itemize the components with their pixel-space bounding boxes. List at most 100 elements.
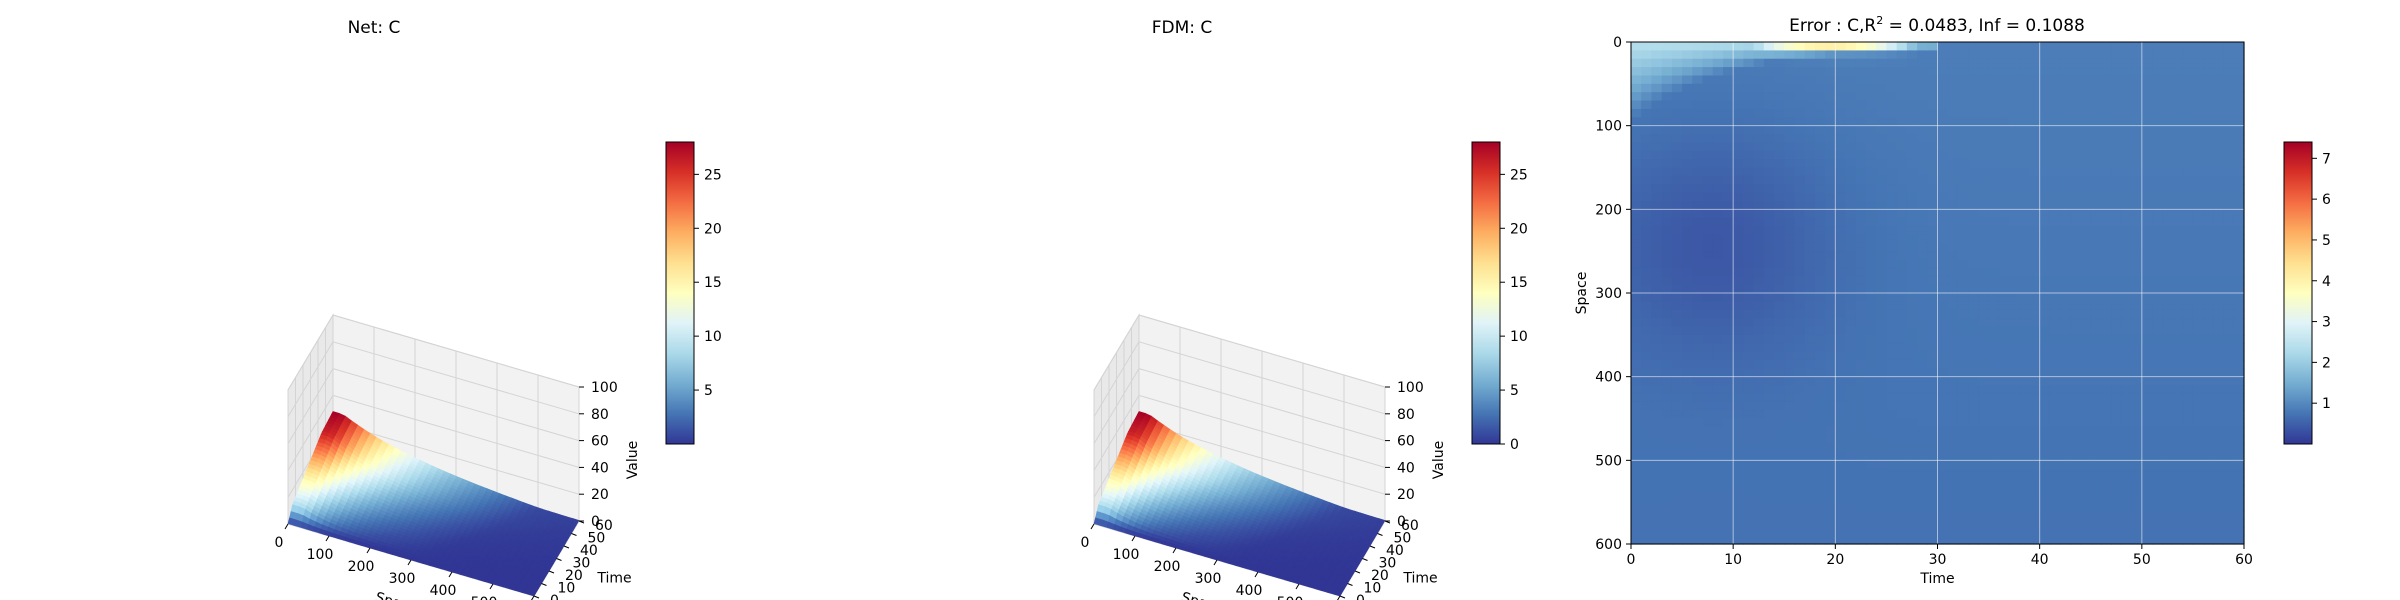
heatmap-cell [1774, 410, 1785, 420]
heatmap-cell [2019, 351, 2030, 361]
heatmap-cell [1896, 535, 1908, 545]
heatmap-cell [1866, 108, 1877, 118]
heatmap-cell [1804, 376, 1816, 386]
heatmap-cell [1896, 284, 1908, 294]
heatmap-cell [1814, 125, 1826, 135]
heatmap-cell [1937, 267, 1949, 277]
heatmap-cell [1978, 42, 1990, 51]
heatmap-cell [1712, 242, 1724, 252]
heatmap-cell [1957, 376, 1969, 386]
heatmap-cell [1896, 376, 1908, 386]
heatmap-cell [1886, 142, 1898, 152]
heatmap-cell [1927, 477, 1939, 487]
heatmap-cell [1692, 175, 1704, 185]
heatmap-cell [1968, 368, 1979, 378]
heatmap-cell [1998, 309, 2010, 319]
heatmap-cell [1835, 309, 1847, 319]
heatmap-cell [1876, 460, 1887, 470]
heatmap-cell [1753, 276, 1765, 286]
heatmap-cell [1835, 351, 1847, 361]
heatmap-cell [2009, 184, 2020, 194]
heatmap-cell [1671, 359, 1683, 369]
heatmap-cell [1927, 535, 1939, 545]
heatmap-cell [1917, 318, 1928, 328]
heatmap-cell [1774, 234, 1785, 244]
heatmap-cell [1784, 150, 1796, 160]
time-axis-label: Time [1402, 571, 1437, 587]
heatmap-cell [1784, 100, 1796, 110]
heatmap-cell [1835, 184, 1847, 194]
heatmap-cell [1723, 318, 1734, 328]
heatmap-cell [1743, 401, 1755, 411]
heatmap-cell [1712, 67, 1724, 77]
heatmap-cell [1794, 67, 1806, 77]
heatmap-cell [1682, 343, 1693, 353]
heatmap-cell [1835, 276, 1847, 286]
heatmap-cell [1671, 326, 1683, 336]
heatmap-cell [1631, 267, 1642, 277]
heatmap-cell [1927, 117, 1939, 127]
heatmap-cell [1763, 234, 1775, 244]
heatmap-cell [2019, 201, 2030, 210]
heatmap-cell [2029, 58, 2041, 68]
grid-line [332, 314, 580, 388]
heatmap-cell [1988, 368, 2000, 378]
heatmap-cell [1794, 443, 1806, 453]
heatmap-cell [1876, 234, 1887, 244]
heatmap-cell [1682, 359, 1693, 369]
heatmap-cell [1978, 58, 1990, 68]
heatmap-cell [1845, 393, 1857, 403]
time-tick [1362, 558, 1368, 561]
heatmap-cell [1671, 385, 1683, 394]
heatmap-cell [1641, 301, 1652, 311]
heatmap-cell [1743, 435, 1755, 445]
heatmap-cell [1661, 159, 1673, 169]
heatmap-cell [1825, 351, 1836, 361]
heatmap-cell [1866, 309, 1877, 319]
heatmap-cell [1968, 217, 1979, 227]
heatmap-cell [1978, 418, 1990, 428]
heatmap-cell [1866, 527, 1877, 537]
heatmap-cell [1855, 468, 1867, 478]
heatmap-cell [1661, 167, 1673, 177]
heatmap-cell [1682, 401, 1693, 411]
heatmap-cell [1937, 293, 1949, 302]
heatmap-cell [1631, 460, 1642, 470]
heatmap-cell [1723, 125, 1734, 135]
heatmap-cell [1998, 92, 2010, 102]
heatmap-cell [1866, 477, 1877, 487]
heatmap-cell [1886, 468, 1898, 478]
heatmap-cell [1804, 493, 1816, 503]
heatmap-cell [1651, 477, 1663, 487]
heatmap-cell [1978, 92, 1990, 102]
heatmap-cell [1692, 217, 1704, 227]
heatmap-cell [1743, 468, 1755, 478]
heatmap-cell [1937, 92, 1949, 102]
heatmap-cell [1733, 460, 1744, 470]
heatmap-cell [1906, 142, 1918, 152]
heatmap-cell [1947, 175, 1959, 185]
space-tick [366, 547, 371, 554]
heatmap-cell [1753, 284, 1765, 294]
heatmap-cell [1631, 108, 1642, 118]
heatmap-cell [1896, 510, 1908, 520]
heatmap-cell [1957, 234, 1969, 244]
time-tick [1347, 583, 1353, 586]
heatmap-cell [1906, 359, 1918, 369]
heatmap-cell [1692, 502, 1704, 512]
heatmap-cell [1957, 309, 1969, 319]
heatmap-cell [1743, 150, 1755, 160]
heatmap-cell [1876, 393, 1887, 403]
heatmap-cell [1763, 485, 1775, 495]
heatmap-cell [1784, 393, 1796, 403]
heatmap-cell [1957, 468, 1969, 478]
heatmap-cell [1804, 184, 1816, 194]
heatmap-cell [1845, 142, 1857, 152]
heatmap-cell [1845, 201, 1857, 210]
heatmap-cell [1671, 276, 1683, 286]
heatmap-cell [2009, 418, 2020, 428]
heatmap-cell [1631, 201, 1642, 210]
heatmap-cell [1774, 318, 1785, 328]
heatmap-cell [1957, 201, 1969, 210]
heatmap-cell [1855, 293, 1867, 302]
